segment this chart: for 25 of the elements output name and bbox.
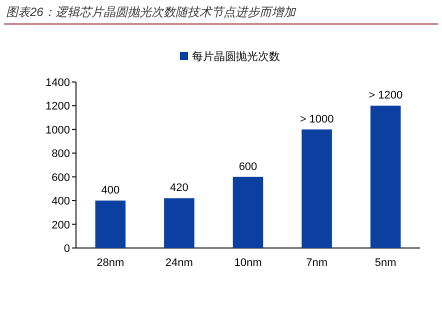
y-tick-label: 400 <box>52 196 70 208</box>
x-tick-label: 5nm <box>374 257 396 269</box>
data-label: 420 <box>170 182 188 194</box>
bar <box>232 176 264 248</box>
bar <box>370 106 401 248</box>
bar <box>95 200 126 248</box>
y-tick-label: 1000 <box>46 124 70 136</box>
x-tick-label: 7nm <box>306 257 328 269</box>
y-tick-label: 800 <box>52 148 70 160</box>
data-label: > 1200 <box>368 90 403 102</box>
data-label: 400 <box>101 184 120 197</box>
y-tick-label: 1200 <box>46 100 70 113</box>
y-tick-label: 600 <box>52 172 70 184</box>
bar <box>164 198 194 248</box>
y-tick-label: 0 <box>64 243 70 255</box>
x-tick-label: 28nm <box>96 257 124 269</box>
data-label: > 1000 <box>300 113 334 126</box>
y-tick-label: 1400 <box>46 77 70 89</box>
bar <box>302 129 332 248</box>
y-tick-label: 200 <box>52 219 70 232</box>
data-label: 600 <box>238 160 258 173</box>
x-tick-label: 24nm <box>165 257 193 269</box>
x-tick-label: 10nm <box>234 257 262 269</box>
legend-label: 每片晶圆抛光次数 <box>192 50 280 63</box>
chart-title: 图表26：逻辑芯片晶圆抛光次数随技术节点进步而增加 <box>6 5 296 19</box>
